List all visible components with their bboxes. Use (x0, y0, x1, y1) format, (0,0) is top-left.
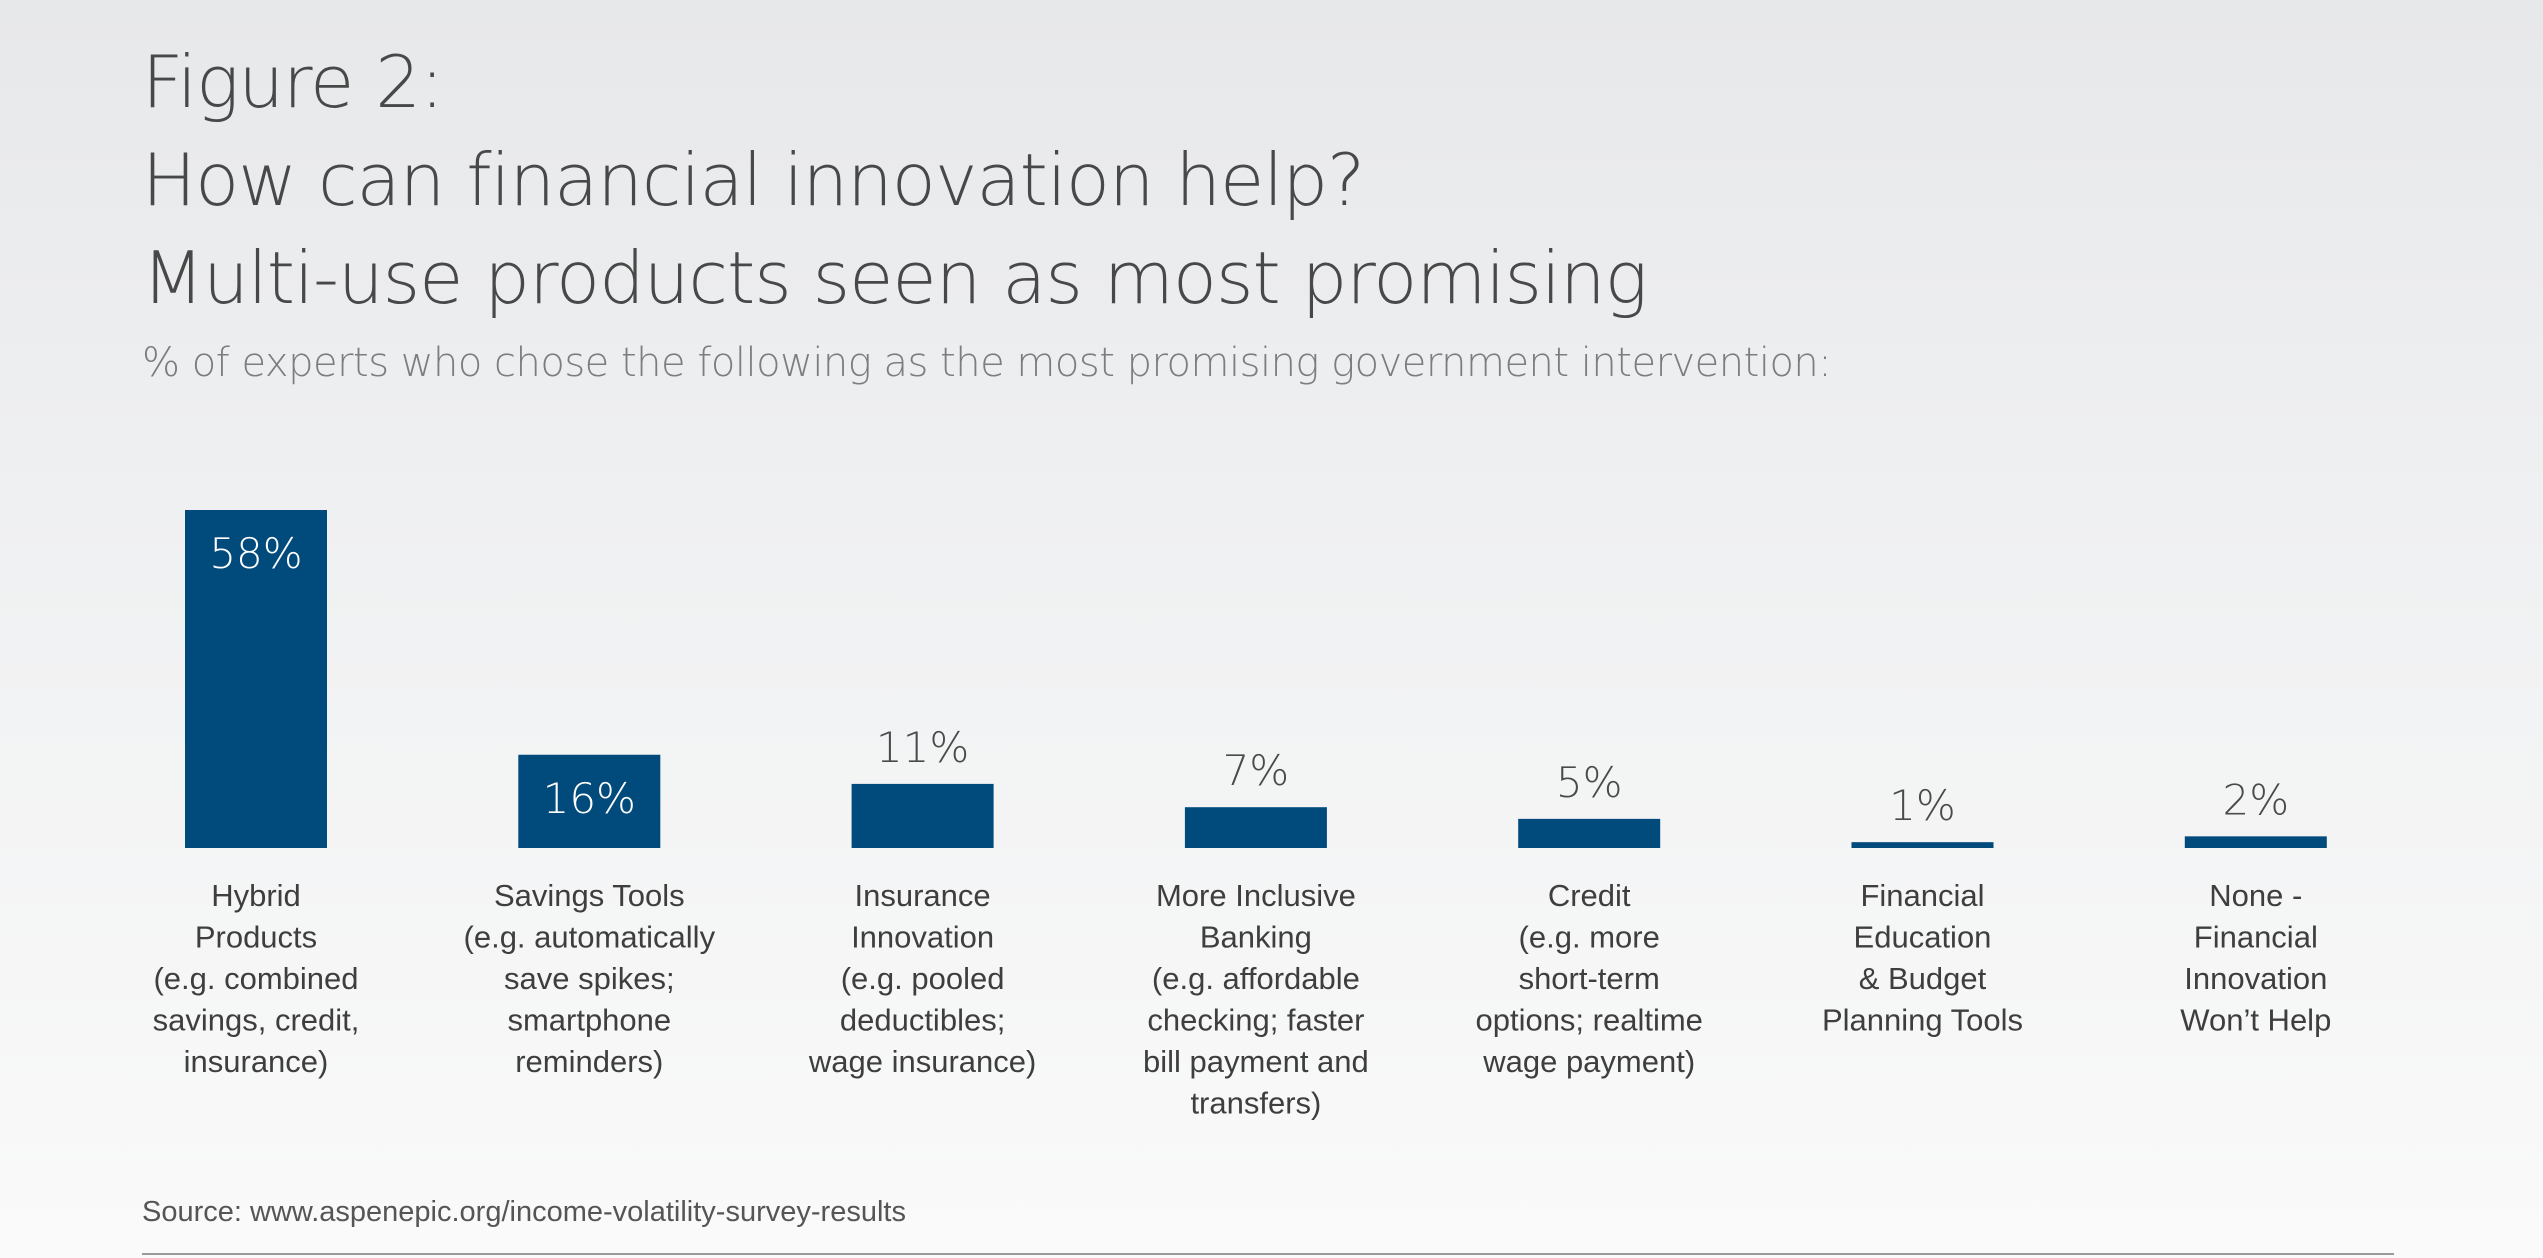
data-label: 7% (1223, 746, 1290, 795)
footer-divider (142, 1253, 2394, 1255)
chart-title: How can financial innovation help? (142, 138, 1365, 222)
bar (518, 754, 661, 848)
category-label: None -Financial Innovation Won’t Help (2180, 878, 2331, 1038)
data-label: 5% (1556, 758, 1623, 807)
bar (851, 783, 994, 848)
data-label: 16% (543, 774, 636, 823)
bar (185, 510, 327, 848)
bar (1518, 818, 1661, 848)
data-label: 58% (209, 529, 302, 578)
bar (1184, 807, 1327, 848)
category-label: Hybrid Products (e.g. combined savings, cre… (153, 878, 360, 1079)
data-label: 2% (2222, 775, 2289, 824)
category-label: Insurance Innovation (e.g. pooled deductibl… (808, 878, 1036, 1079)
category-label: Savings Tools (e.g. automatically save spi… (464, 878, 716, 1079)
source-note: Source: www.aspenepic.org/income-volatil… (142, 1196, 906, 1228)
bar (1851, 842, 1994, 848)
chart-subtitle: % of experts who chose the following as … (142, 340, 1832, 386)
category-label: Financial Education & Budget Planning Tools (1822, 878, 2023, 1038)
chart-headline: Multi-use products seen as most promisin… (142, 236, 1648, 320)
category-label: Credit (e.g. more short-term options; realt… (1475, 878, 1702, 1079)
category-label: More Inclusive Banking (e.g. affordable che… (1143, 878, 1369, 1121)
bar (2184, 836, 2327, 848)
data-label: 1% (1889, 781, 1956, 830)
figure-label: Figure 2: (142, 40, 444, 124)
data-label: 11% (876, 723, 969, 772)
